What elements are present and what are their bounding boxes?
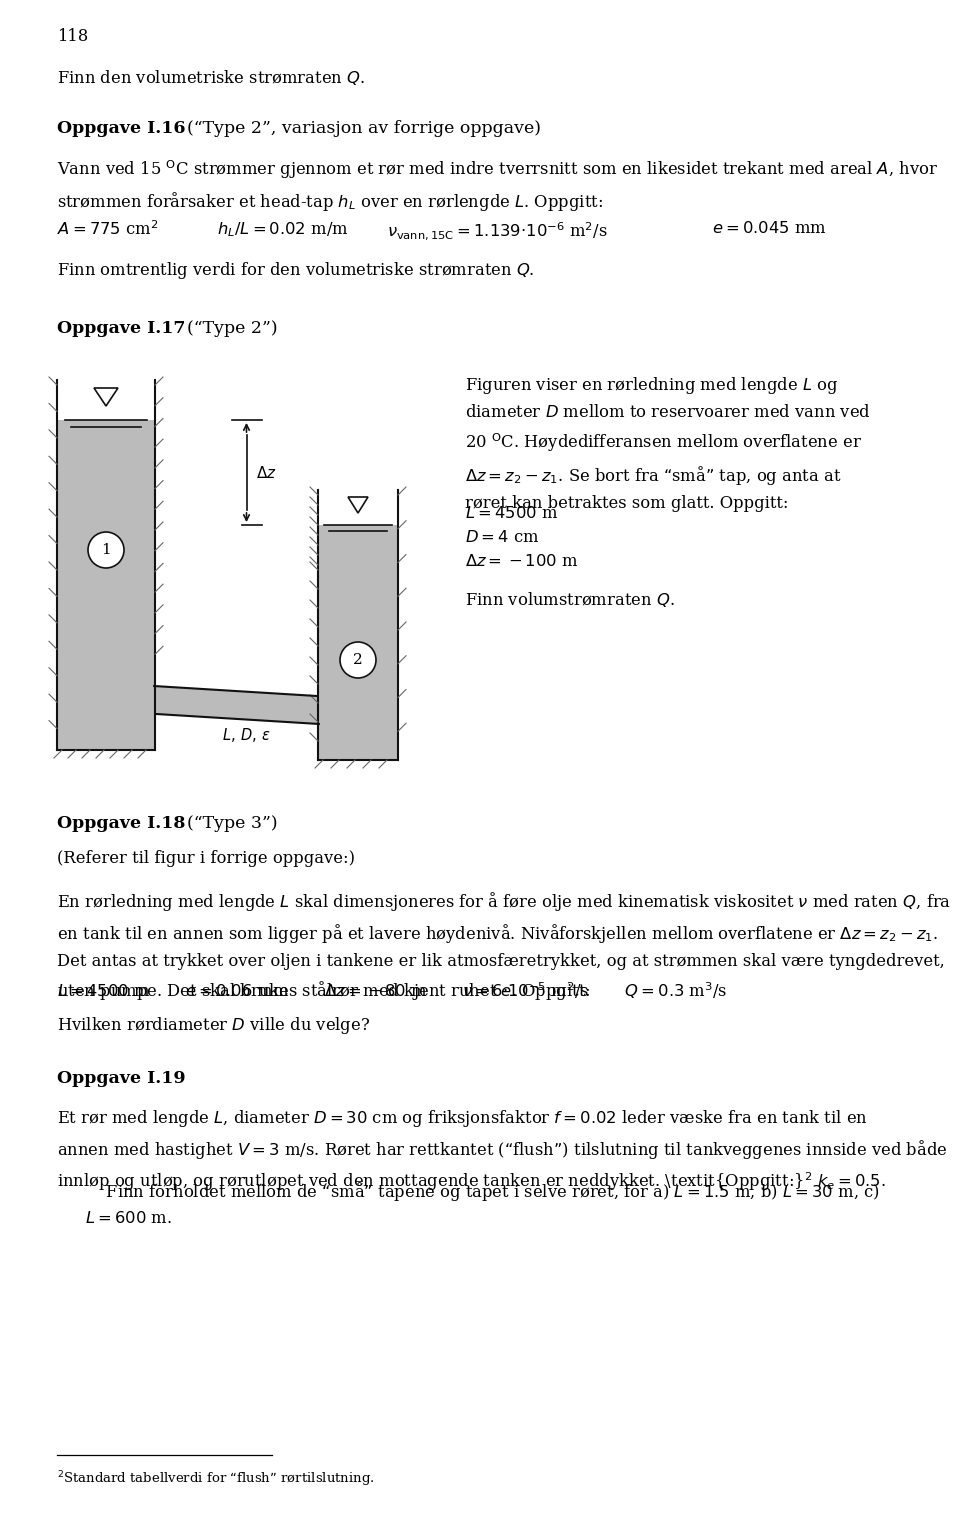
Text: Oppgave I.16: Oppgave I.16 — [57, 120, 185, 136]
Polygon shape — [155, 686, 319, 724]
Text: Et rør med lengde $L$, diameter $D = 30$ cm og friksjonsfaktor $f = 0.02$ leder : Et rør med lengde $L$, diameter $D = 30$… — [57, 1108, 948, 1193]
Text: $L,\, D,\, \varepsilon$: $L,\, D,\, \varepsilon$ — [222, 727, 271, 743]
Text: Oppgave I.17: Oppgave I.17 — [57, 319, 185, 338]
Circle shape — [340, 642, 376, 678]
Text: $\nu_{\mathrm{vann,15C}} = 1.139{\cdot}10^{-6}$ m$^2$/s: $\nu_{\mathrm{vann,15C}} = 1.139{\cdot}1… — [387, 220, 608, 242]
Text: Oppgave I.18: Oppgave I.18 — [57, 815, 185, 833]
Polygon shape — [94, 388, 118, 406]
Text: 118: 118 — [57, 27, 88, 45]
Text: $L = 4500$ m: $L = 4500$ m — [465, 506, 558, 522]
Text: 1: 1 — [101, 544, 110, 557]
Text: (“Type 2”): (“Type 2”) — [187, 319, 277, 338]
Text: $\Delta z$: $\Delta z$ — [256, 465, 277, 480]
Text: $A = 775$ cm$^2$: $A = 775$ cm$^2$ — [57, 220, 158, 239]
Text: 2: 2 — [353, 653, 363, 668]
Text: Finn volumstrømraten $Q$.: Finn volumstrømraten $Q$. — [465, 590, 675, 609]
Text: Finn omtrentlig verdi for den volumetriske strømraten $Q$.: Finn omtrentlig verdi for den volumetris… — [57, 260, 535, 282]
Text: (“Type 3”): (“Type 3”) — [187, 815, 277, 833]
Text: (Referer til figur i forrige oppgave:): (Referer til figur i forrige oppgave:) — [57, 849, 355, 868]
Text: (“Type 2”, variasjon av forrige oppgave): (“Type 2”, variasjon av forrige oppgave) — [187, 120, 541, 136]
Text: $\Delta z = -100$ m: $\Delta z = -100$ m — [465, 553, 579, 569]
Text: Figuren viser en rørledning med lengde $L$ og
diameter $D$ mellom to reservoarer: Figuren viser en rørledning med lengde $… — [465, 375, 871, 512]
Text: Oppgave I.19: Oppgave I.19 — [57, 1070, 185, 1087]
Text: $L = 4500$ m       $e = 0.06$ mm       $\Delta z = -80$ m       $\nu = 6{\cdot}1: $L = 4500$ m $e = 0.06$ mm $\Delta z = -… — [57, 980, 728, 1001]
Text: Hvilken rørdiameter $D$ ville du velge?: Hvilken rørdiameter $D$ ville du velge? — [57, 1014, 371, 1036]
Text: Vann ved 15 $^{\mathrm{O}}$C strømmer gjennom et rør med indre tverrsnitt som en: Vann ved 15 $^{\mathrm{O}}$C strømmer gj… — [57, 157, 938, 213]
Polygon shape — [348, 497, 368, 513]
Text: $D = 4$ cm: $D = 4$ cm — [465, 528, 540, 547]
Polygon shape — [318, 525, 398, 760]
Text: $e = 0.045$ mm: $e = 0.045$ mm — [712, 220, 827, 238]
Text: $h_L/L = 0.02$ m/m: $h_L/L = 0.02$ m/m — [217, 220, 348, 239]
Polygon shape — [57, 419, 155, 749]
Text: $^2$Standard tabellverdi for “flush” rørtilslutning.: $^2$Standard tabellverdi for “flush” rør… — [57, 1469, 374, 1488]
Text: Finn den volumetriske strømraten $Q$.: Finn den volumetriske strømraten $Q$. — [57, 68, 365, 86]
Circle shape — [88, 531, 124, 568]
Text: Finn forholdet mellom de “små” tapene og tapet i selve røret, for a) $L = 1.5$ m: Finn forholdet mellom de “små” tapene og… — [85, 1179, 879, 1228]
Text: En rørledning med lengde $L$ skal dimensjoneres for å føre olje med kinematisk v: En rørledning med lengde $L$ skal dimens… — [57, 890, 951, 1002]
